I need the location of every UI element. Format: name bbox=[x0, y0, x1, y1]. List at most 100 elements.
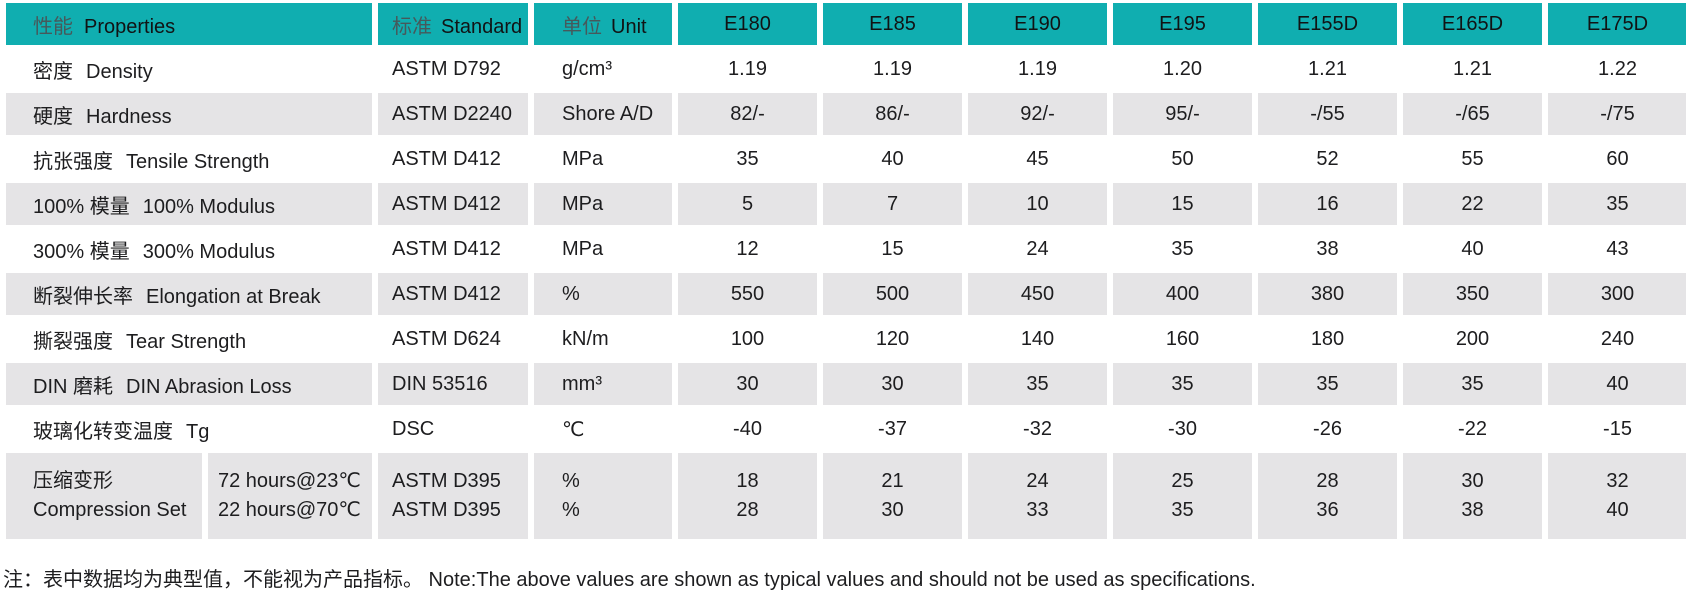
unit-cell: mm³ bbox=[534, 363, 672, 405]
table-row-din-abrasion: DIN 磨耗 DIN Abrasion Loss DIN 53516 mm³ 30… bbox=[6, 363, 1686, 405]
value-cell: 35 bbox=[736, 147, 759, 170]
column-header-unit: 单位 Unit bbox=[534, 3, 672, 45]
header-properties-zh: 性能 bbox=[33, 15, 73, 38]
value-cell: 200 bbox=[1455, 327, 1490, 350]
table-row-density: 密度 Density ASTM D792 g/cm³ 1.19 1.19 1.19… bbox=[6, 48, 1686, 90]
value-cell: 35 bbox=[1258, 363, 1397, 405]
value-cell: 1.22 bbox=[1598, 57, 1637, 80]
header-properties-en: Properties bbox=[84, 15, 176, 38]
value-cell: 92/- bbox=[968, 93, 1107, 135]
column-header-standard: 标准 Standard bbox=[378, 3, 528, 45]
property-en: Compression Set bbox=[33, 499, 187, 521]
value-cell: 16 bbox=[1258, 183, 1397, 225]
value-cell: 1.19 bbox=[728, 57, 767, 80]
unit-line: % bbox=[562, 470, 580, 492]
value-cell: 240 bbox=[1600, 327, 1635, 350]
value-cell: 24 33 bbox=[968, 453, 1107, 539]
value-cell: 1.19 bbox=[1018, 57, 1057, 80]
value-cell: 43 bbox=[1606, 237, 1629, 260]
property-cell: 密度 Density bbox=[6, 48, 372, 90]
value-cell: -/75 bbox=[1548, 93, 1686, 135]
value-cell: 350 bbox=[1403, 273, 1542, 315]
table-row-tensile-strength: 抗张强度 Tensile Strength ASTM D412 MPa 35 40… bbox=[6, 138, 1686, 180]
value-cell: -40 bbox=[733, 417, 762, 440]
standard-cell: ASTM D792 bbox=[392, 57, 501, 80]
value-cell: 140 bbox=[1020, 327, 1055, 350]
property-zh: 硬度 bbox=[33, 105, 73, 128]
property-zh: 抗张强度 bbox=[33, 150, 113, 173]
value-cell: 35 bbox=[968, 363, 1107, 405]
standard-cell: ASTM D395 ASTM D395 bbox=[378, 453, 528, 539]
unit-cell: MPa bbox=[562, 237, 604, 260]
value-cell: 35 bbox=[1548, 183, 1686, 225]
table-row-tear-strength: 撕裂强度 Tear Strength ASTM D624 kN/m 100 120… bbox=[6, 318, 1686, 360]
header-standard-en: Standard bbox=[441, 15, 523, 38]
property-cell: 压缩变形 Compression Set bbox=[6, 453, 202, 539]
value-cell: 1.21 bbox=[1453, 57, 1492, 80]
property-cell: 300% 模量 300% Modulus bbox=[6, 228, 372, 270]
column-header-grade-e180: E180 bbox=[678, 3, 817, 45]
value-cell: 300 bbox=[1548, 273, 1686, 315]
value-cell: 25 35 bbox=[1113, 453, 1252, 539]
unit-cell: Shore A/D bbox=[534, 93, 672, 135]
property-zh: 断裂伸长率 bbox=[33, 285, 133, 308]
unit-cell: % bbox=[534, 273, 672, 315]
value-cell: 35 bbox=[1403, 363, 1542, 405]
property-zh: 撕裂强度 bbox=[33, 330, 113, 353]
property-cell: 撕裂强度 Tear Strength bbox=[6, 318, 372, 360]
unit-line: % bbox=[562, 499, 580, 521]
value-cell: 500 bbox=[823, 273, 962, 315]
property-en: DIN Abrasion Loss bbox=[126, 375, 292, 398]
value-cell: 7 bbox=[823, 183, 962, 225]
value-cell: 21 30 bbox=[823, 453, 962, 539]
unit-cell: % % bbox=[534, 453, 672, 539]
standard-cell: ASTM D2240 bbox=[378, 93, 528, 135]
table-row-100-modulus: 100% 模量 100% Modulus ASTM D412 MPa 5 7 10… bbox=[6, 183, 1686, 225]
property-cell: 硬度 Hardness bbox=[6, 93, 372, 135]
condition-line: 22 hours@70℃ bbox=[218, 499, 361, 521]
property-en: Elongation at Break bbox=[146, 285, 321, 308]
unit-cell: g/cm³ bbox=[562, 57, 612, 80]
value-cell: 15 bbox=[1113, 183, 1252, 225]
value-cell: 24 bbox=[1026, 237, 1049, 260]
table-row-compression-set: 压缩变形 Compression Set 72 hours@23℃ 22 hou… bbox=[6, 453, 1686, 539]
header-unit-en: Unit bbox=[611, 15, 647, 38]
value-cell: 1.19 bbox=[873, 57, 912, 80]
value-cell: 30 bbox=[678, 363, 817, 405]
value-cell: 30 bbox=[823, 363, 962, 405]
property-en: Density bbox=[86, 60, 153, 83]
unit-cell: MPa bbox=[562, 147, 604, 170]
column-header-grade-e185: E185 bbox=[823, 3, 962, 45]
value-cell: -32 bbox=[1023, 417, 1052, 440]
value-cell: 35 bbox=[1171, 237, 1194, 260]
property-zh: DIN 磨耗 bbox=[33, 375, 113, 398]
column-header-grade-e175d: E175D bbox=[1548, 3, 1686, 45]
property-en: Tear Strength bbox=[126, 330, 247, 353]
column-header-grade-e165d: E165D bbox=[1403, 3, 1542, 45]
value-cell: 40 bbox=[1548, 363, 1686, 405]
value-cell: -/65 bbox=[1403, 93, 1542, 135]
header-unit-zh: 单位 bbox=[562, 15, 602, 38]
footnote: 注：表中数据均为典型值，不能视为产品指标。 Note:The above val… bbox=[3, 569, 1256, 591]
value-cell: 450 bbox=[968, 273, 1107, 315]
value-cell: 50 bbox=[1171, 147, 1194, 170]
property-zh: 密度 bbox=[33, 60, 73, 83]
value-cell: 22 bbox=[1403, 183, 1542, 225]
value-cell: 30 38 bbox=[1403, 453, 1542, 539]
standard-cell: ASTM D412 bbox=[392, 237, 501, 260]
standard-cell: ASTM D412 bbox=[392, 147, 501, 170]
property-cell: 玻璃化转变温度 Tg bbox=[6, 408, 372, 450]
standard-cell: ASTM D624 bbox=[392, 327, 501, 350]
standard-cell: ASTM D412 bbox=[378, 183, 528, 225]
value-cell: 10 bbox=[968, 183, 1107, 225]
property-zh: 100% 模量 bbox=[33, 195, 130, 218]
value-cell: 5 bbox=[678, 183, 817, 225]
value-cell: -22 bbox=[1458, 417, 1487, 440]
table-row-300-modulus: 300% 模量 300% Modulus ASTM D412 MPa 12 15 … bbox=[6, 228, 1686, 270]
value-cell: 95/- bbox=[1113, 93, 1252, 135]
value-cell: 55 bbox=[1461, 147, 1484, 170]
properties-table: 性能 Properties 标准 Standard 单位 Unit E180 E185… bbox=[6, 3, 1686, 539]
value-cell: 400 bbox=[1113, 273, 1252, 315]
value-cell: -37 bbox=[878, 417, 907, 440]
